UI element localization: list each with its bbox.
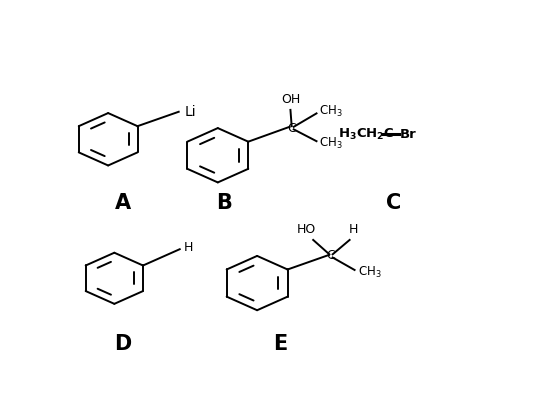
Text: B: B (216, 193, 232, 213)
Text: H: H (184, 241, 193, 254)
Text: H: H (349, 223, 358, 236)
Text: C: C (327, 249, 335, 262)
Text: OH: OH (281, 93, 300, 106)
Text: $\mathregular{CH_3}$: $\mathregular{CH_3}$ (319, 104, 342, 119)
Text: $\mathregular{CH_3}$: $\mathregular{CH_3}$ (319, 136, 342, 151)
Text: Br: Br (400, 128, 417, 141)
Text: A: A (115, 193, 131, 213)
Text: Li: Li (184, 105, 196, 119)
Text: HO: HO (296, 223, 316, 236)
Text: $\mathregular{H_3CH_2C}$: $\mathregular{H_3CH_2C}$ (338, 127, 395, 142)
Text: C: C (287, 122, 296, 134)
Text: D: D (114, 334, 131, 354)
Text: $\mathregular{CH_3}$: $\mathregular{CH_3}$ (358, 265, 382, 281)
Text: C: C (386, 193, 402, 213)
Text: E: E (273, 334, 287, 354)
